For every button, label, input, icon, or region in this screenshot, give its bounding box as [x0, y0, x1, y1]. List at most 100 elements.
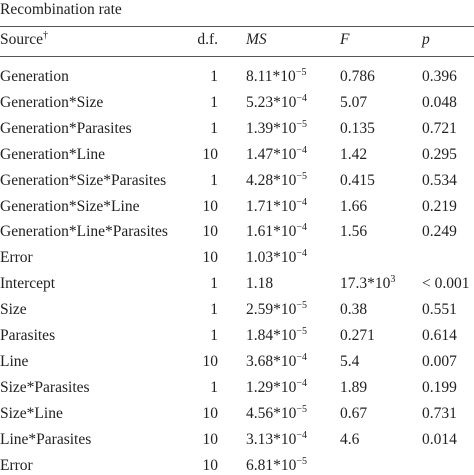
header-text: Source	[0, 31, 44, 48]
cell-exponent: −5	[295, 67, 307, 78]
table-cell: Size	[0, 301, 27, 319]
table-cell: 1.61*10−4	[246, 223, 307, 241]
table-cell: 1	[210, 327, 218, 344]
header-text: F	[340, 31, 350, 48]
cell-exponent: −4	[296, 144, 308, 156]
table-cell: 0.219	[422, 197, 457, 215]
table-cell: 4.56*10−5	[246, 403, 308, 423]
cell-exponent: −4	[296, 351, 308, 363]
table-cell: 1.42	[340, 145, 368, 163]
cell-base: 17.3*10	[340, 275, 391, 293]
header-cell: MS	[246, 31, 267, 49]
table-cell: 1.47*10−4	[246, 144, 308, 164]
table-cell: 0.614	[422, 327, 457, 344]
table-cell: 1	[210, 93, 218, 111]
header-cell: p	[422, 31, 430, 49]
cell-exponent: −4	[296, 429, 308, 441]
table-cell: 0.014	[422, 430, 457, 448]
cell-exponent: −4	[296, 377, 308, 389]
cell-base: 2.59*10	[246, 301, 297, 319]
table-cell: 1	[210, 301, 218, 319]
table-cell: 1	[210, 171, 218, 189]
table-cell: 3.68*10−4	[246, 351, 308, 371]
table-cell: 0.249	[422, 223, 457, 241]
cell-exponent: −5	[296, 170, 308, 182]
table-cell: Size*Line	[0, 404, 63, 422]
table-cell: 0.67	[340, 404, 368, 422]
table-cell: 0.396	[422, 68, 457, 85]
table-cell: 1.03*10−4	[246, 249, 307, 267]
table-cell: 0.551	[422, 301, 457, 319]
table-cell: 0.271	[340, 327, 375, 344]
cell-base: 3.68*10	[246, 352, 297, 370]
header-cell: Source†	[0, 31, 48, 49]
table-cell: Line	[0, 352, 29, 370]
table-cell: 1.84*10−5	[246, 327, 307, 345]
cell-exponent: −4	[296, 196, 308, 208]
table-title: Recombination rate	[0, 1, 122, 18]
table-cell: 1	[210, 275, 218, 293]
table-cell: 4.28*10−5	[246, 170, 308, 190]
table-cell: 1	[210, 68, 218, 85]
cell-base: 1.61*10	[246, 223, 297, 241]
footnote-mark: †	[43, 30, 49, 41]
cell-exponent: −4	[296, 222, 308, 234]
table-cell: 0.786	[340, 68, 375, 85]
table-cell: 10	[202, 352, 219, 370]
table-cell: 1.56	[340, 223, 368, 241]
cell-exponent: −5	[296, 326, 308, 337]
cell-exponent: −5	[296, 455, 308, 467]
table-cell: 0.007	[422, 352, 457, 370]
cell-base: 1.39*10	[246, 119, 297, 137]
table-cell: Size*Parasites	[0, 378, 90, 396]
cell-exponent: 3	[390, 274, 396, 286]
table-cell: Generation	[0, 68, 69, 85]
table-cell: 10	[202, 197, 219, 215]
table-cell: 5.4	[340, 352, 360, 370]
table-cell: 10	[202, 223, 219, 241]
table-cell: Generation*Parasites	[0, 119, 132, 137]
table-cell: 0.295	[422, 145, 457, 163]
table-cell: 0.415	[340, 171, 375, 189]
cell-base: 8.11*10	[246, 68, 296, 85]
table-cell: Generation*Size	[0, 93, 104, 111]
table-cell: 6.81*10−5	[246, 455, 308, 475]
table-cell: Generation*Size*Parasites	[0, 171, 167, 189]
table-cell: 0.721	[422, 119, 457, 137]
table-cell: 10	[202, 430, 219, 448]
cell-base: 3.13*10	[246, 430, 297, 448]
header-cell: d.f.	[197, 31, 218, 49]
table-cell: 0.534	[422, 171, 457, 189]
cell-exponent: −4	[296, 248, 308, 260]
header-rule	[0, 56, 474, 57]
cell-base: 4.28*10	[246, 171, 297, 189]
table-cell: Error	[0, 249, 33, 267]
table-cell: 0.731	[422, 404, 457, 422]
table-cell: Generation*Line*Parasites	[0, 223, 168, 241]
cell-exponent: −5	[296, 118, 308, 130]
cell-base: 1.47*10	[246, 145, 297, 163]
table-cell: 1	[210, 119, 218, 137]
cell-base: 5.23*10	[246, 93, 297, 111]
table-cell: 10	[202, 145, 219, 163]
table-cell: 0.048	[422, 93, 457, 111]
cell-exponent: −4	[296, 92, 308, 104]
table-cell: Generation*Size*Line	[0, 197, 140, 215]
table-cell: 0.199	[422, 378, 457, 396]
header-cell: F	[340, 31, 349, 49]
table-cell: 1.29*10−4	[246, 377, 308, 397]
table-cell: 0.135	[340, 119, 375, 137]
cell-base: 1.71*10	[246, 197, 297, 215]
header-text: p	[422, 31, 430, 48]
table-cell: Error	[0, 456, 33, 474]
table-cell: 1	[210, 378, 218, 396]
cell-base: 1.03*10	[246, 249, 297, 267]
table-cell: 1.71*10−4	[246, 196, 308, 216]
table-cell: < 0.001	[422, 275, 470, 293]
table-cell: 5.23*10−4	[246, 92, 308, 112]
table-cell: 1.89	[340, 378, 368, 396]
cell-exponent: −5	[296, 403, 308, 415]
table-cell: 4.6	[340, 430, 360, 448]
table-cell: Generation*Line	[0, 145, 106, 163]
